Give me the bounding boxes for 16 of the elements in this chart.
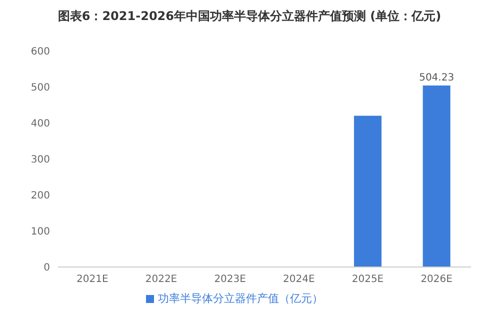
- y-tick-label: 0: [44, 262, 50, 274]
- chart-title: 图表6：2021-2026年中国功率半导体分立器件产值预测 (单位：亿元): [56, 8, 442, 25]
- x-tick-label: 2025E: [352, 274, 384, 286]
- x-tick-label: 2023E: [214, 274, 246, 286]
- y-tick-label: 200: [30, 190, 50, 202]
- y-tick-label: 400: [30, 118, 50, 130]
- x-tick-label: 2026E: [420, 274, 452, 286]
- x-tick-label: 2024E: [283, 274, 315, 286]
- y-tick-label: 300: [30, 154, 50, 166]
- x-tick-label: 2022E: [145, 274, 178, 286]
- legend-label: 功率半导体分立器件产值（亿元）: [158, 292, 323, 305]
- y-tick-label: 100: [30, 226, 50, 238]
- y-tick-label: 500: [30, 82, 50, 94]
- y-tick-label: 600: [30, 46, 50, 58]
- data-label: 504.23: [419, 72, 454, 84]
- x-tick-label: 2021E: [76, 274, 108, 286]
